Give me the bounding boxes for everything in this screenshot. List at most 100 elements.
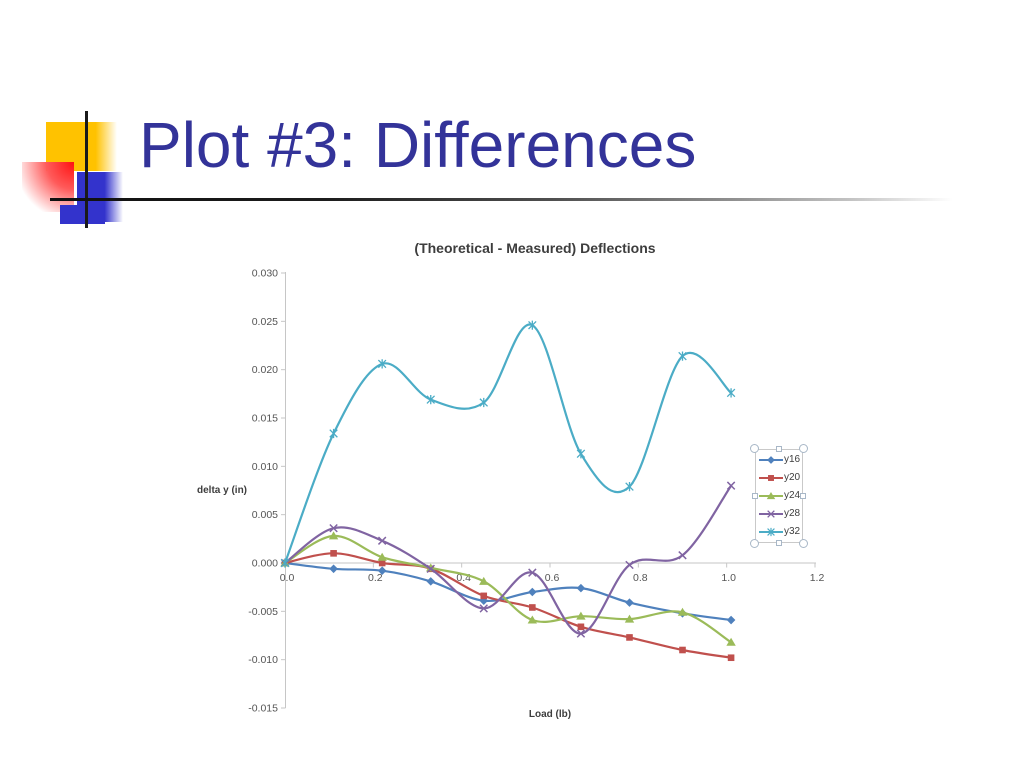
legend-label-y20: y20 <box>784 472 801 483</box>
y-tick-label: -0.010 <box>248 654 278 666</box>
legend-label-y16: y16 <box>784 454 801 465</box>
series-y16-curve <box>283 561 733 622</box>
legend-item-y16[interactable]: y16 <box>759 451 802 469</box>
diamond-marker <box>377 566 387 576</box>
legend-sample-y20 <box>759 475 783 481</box>
legend-sample-y16 <box>759 456 783 464</box>
y-tick-label: -0.015 <box>248 703 278 715</box>
x-marker <box>479 604 488 613</box>
legend-item-y32[interactable]: y32 <box>759 523 802 541</box>
series-y28-curve <box>283 484 733 635</box>
legend-item-y24[interactable]: y24 <box>759 487 802 505</box>
diamond-marker <box>726 615 736 625</box>
y-tick-label: 0.025 <box>252 316 278 328</box>
legend-selection: y16 y20 y24 y28 y32 <box>750 444 808 548</box>
asterisk-marker <box>329 428 338 439</box>
triangle-marker <box>328 531 339 540</box>
x-tick-label: 1.2 <box>810 572 825 584</box>
square-marker <box>626 634 633 641</box>
diamond-marker <box>576 583 586 593</box>
selection-handle-bottom-middle[interactable] <box>776 540 782 546</box>
triangle-marker <box>677 607 688 616</box>
asterisk-marker <box>767 527 775 537</box>
selection-handle-top-left[interactable] <box>750 444 759 453</box>
triangle-marker <box>766 491 776 500</box>
triangle-marker <box>726 637 736 646</box>
y-axis-title: delta y (in) <box>197 485 248 496</box>
x-marker <box>377 536 387 545</box>
x-marker <box>678 551 687 560</box>
slide-title: Plot #3: Differences <box>139 109 697 181</box>
asterisk-marker <box>426 395 436 405</box>
x-marker <box>576 629 586 638</box>
selection-handle-top-middle[interactable] <box>776 446 782 452</box>
legend-sample-y28 <box>759 510 783 518</box>
selection-handle-left-middle[interactable] <box>752 493 758 499</box>
series-y16 <box>280 558 736 625</box>
series-y24-curve <box>283 534 733 644</box>
asterisk-marker <box>280 558 290 568</box>
square-marker <box>727 654 735 662</box>
triangle-marker <box>527 615 538 624</box>
legend[interactable]: y16 y20 y24 y28 y32 <box>755 449 803 543</box>
decoration-blue-square-small <box>60 205 105 224</box>
asterisk-marker <box>528 320 537 330</box>
asterisk-marker <box>479 397 489 408</box>
legend-item-y20[interactable]: y20 <box>759 469 802 487</box>
x-marker <box>625 560 634 570</box>
y-tick-label: 0.000 <box>252 558 278 570</box>
x-marker <box>726 481 736 490</box>
x-marker <box>329 523 338 533</box>
series-y20 <box>281 550 735 662</box>
square-marker <box>330 550 337 557</box>
legend-label-y24: y24 <box>784 490 801 501</box>
square-marker <box>378 559 386 567</box>
diamond-marker <box>426 577 436 586</box>
y-tick-label: 0.030 <box>252 268 278 280</box>
series-y28 <box>280 481 736 638</box>
asterisk-marker <box>576 449 586 459</box>
decoration-red-square <box>22 162 74 212</box>
y-tick-label: 0.015 <box>252 413 278 425</box>
y-tick-label: 0.010 <box>252 461 278 473</box>
x-tick-label: 0.6 <box>545 572 560 584</box>
selection-handle-right-middle[interactable] <box>800 493 806 499</box>
triangle-marker <box>576 611 586 620</box>
asterisk-marker <box>625 482 634 492</box>
x-marker <box>426 564 435 574</box>
legend-item-y28[interactable]: y28 <box>759 505 802 523</box>
x-marker <box>528 568 537 577</box>
chart-title: (Theoretical - Measured) Deflections <box>414 240 656 256</box>
diamond-marker <box>625 598 634 607</box>
triangle-marker <box>377 552 387 561</box>
asterisk-marker <box>726 388 736 398</box>
x-tick-label: 0.0 <box>280 572 295 584</box>
asterisk-marker <box>377 359 387 369</box>
selection-handle-top-right[interactable] <box>799 444 808 453</box>
plot-area: 0.030 0.025 0.020 0.015 0.010 0.005 0.000 -0.00… <box>248 268 825 715</box>
decoration-horizontal-rule <box>50 198 962 201</box>
legend-sample-y24 <box>759 491 783 500</box>
deflections-chart: (Theoretical - Measured) Deflections del… <box>0 228 1024 748</box>
square-marker <box>679 646 686 654</box>
selection-handle-bottom-left[interactable] <box>750 539 759 548</box>
legend-sample-y32 <box>759 527 783 537</box>
diamond-marker <box>329 564 338 574</box>
square-marker <box>529 604 536 611</box>
triangle-marker <box>479 576 489 585</box>
square-marker <box>768 475 774 481</box>
diamond-marker <box>767 456 775 464</box>
x-marker <box>767 510 775 518</box>
decoration-vertical-line <box>85 111 88 228</box>
legend-label-y28: y28 <box>784 508 801 519</box>
y-tick-label: 0.005 <box>252 509 278 521</box>
y-tick-label: -0.005 <box>248 606 278 618</box>
series-y32-curve <box>283 323 733 565</box>
square-marker <box>577 623 585 631</box>
series-y32 <box>280 320 736 568</box>
x-tick-label: 1.0 <box>721 572 736 584</box>
x-tick-label: 0.2 <box>368 572 383 584</box>
y-tick-label: 0.020 <box>252 364 278 376</box>
selection-handle-bottom-right[interactable] <box>799 539 808 548</box>
